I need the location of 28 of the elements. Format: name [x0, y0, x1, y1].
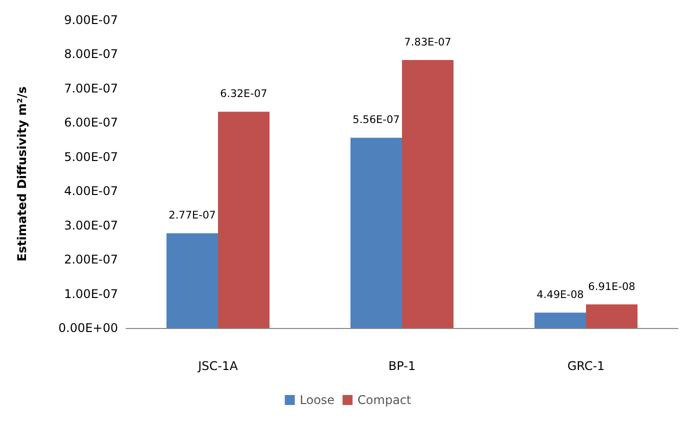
bar — [218, 112, 270, 328]
x-tick-label: GRC-1 — [567, 359, 605, 373]
y-tick-label: 8.00E-07 — [64, 47, 118, 62]
data-label: 4.49E-08 — [536, 289, 584, 302]
bar — [402, 60, 454, 328]
data-label: 7.83E-07 — [404, 36, 452, 49]
x-tick-label: JSC-1A — [197, 359, 239, 373]
data-label: 6.91E-08 — [588, 280, 636, 293]
bar — [350, 138, 402, 328]
y-tick-label: 0.00E+00 — [58, 321, 118, 335]
bar — [534, 312, 586, 328]
y-tick-label: 1.00E-07 — [64, 286, 118, 301]
data-label: 6.32E-07 — [220, 88, 268, 100]
y-tick-label: 3.00E-07 — [64, 218, 118, 232]
legend-label: Loose — [300, 393, 335, 407]
legend-label: Compact — [358, 393, 412, 407]
bar — [166, 233, 218, 328]
x-tick-label: BP-1 — [388, 359, 416, 373]
y-axis-title: Estimated Diffusivity m²/s — [15, 86, 29, 262]
y-tick-label: 2.00E-07 — [64, 252, 118, 267]
y-tick-label: 4.00E-07 — [64, 184, 118, 198]
data-label: 5.56E-07 — [352, 114, 400, 126]
y-tick-label: 5.00E-07 — [64, 150, 118, 164]
y-tick-label: 6.00E-07 — [64, 116, 118, 130]
y-tick-label: 9.00E-07 — [64, 13, 118, 27]
y-tick-label: 7.00E-07 — [64, 81, 118, 96]
bar — [586, 304, 638, 328]
data-label: 2.77E-07 — [168, 210, 216, 222]
